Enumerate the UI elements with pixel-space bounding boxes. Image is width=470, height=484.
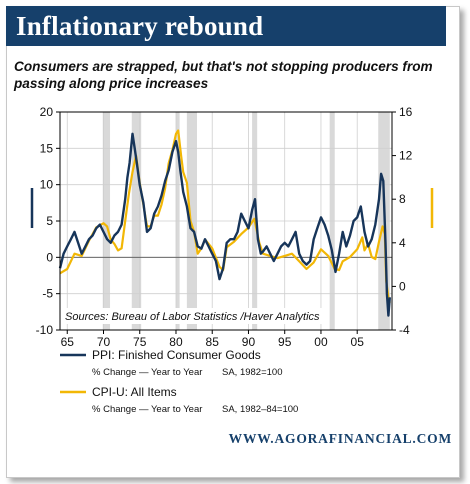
right-y-tick-label: -4 [399,323,410,337]
right-y-tick-label: 8 [399,192,406,206]
axis-ticks [56,111,396,334]
x-tick-label: 80 [169,335,183,349]
legend: PPI: Finished Consumer Goods % Change — Y… [60,348,298,415]
left-y-tick-label: 15 [40,141,54,155]
legend-note-right: SA, 1982–84=100 [222,404,298,415]
x-tick-label: 95 [278,335,292,349]
left-y-tick-label: 0 [46,250,53,264]
left-y-tick-label: 10 [40,178,54,192]
right-y-tick-label: 12 [399,149,413,163]
left-y-tick-label: 5 [46,214,53,228]
footer-website: WWW.AGORAFINANCIAL.COM [228,431,452,446]
ppi-series-line [58,132,391,317]
annotation-background [62,308,324,324]
left-y-tick-label: -5 [42,287,53,301]
x-tick-label: 65 [61,335,75,349]
chart-subtitle: Consumers are strapped, but that's not s… [14,59,433,91]
chart-title: Inflationary rebound [16,11,264,41]
x-tick-label: 05 [351,335,365,349]
right-y-tick-label: 0 [399,279,406,293]
legend-label: PPI: Finished Consumer Goods [92,348,261,362]
title-bar: Inflationary rebound [6,6,446,46]
series-lines [58,129,391,317]
axis-color-markers [30,188,434,228]
legend-note-left: % Change — Year to Year [92,367,202,378]
left-y-tick-label: 20 [40,105,54,119]
sources-annotation: Sources: Bureau of Labor Statistics /Hav… [65,311,320,323]
left-y-tick-label: -10 [36,323,54,337]
right-y-tick-label: 16 [399,105,413,119]
x-tick-label: 90 [242,335,256,349]
x-tick-label: 75 [133,335,147,349]
legend-note-right: SA, 1982=100 [222,367,282,378]
right-y-tick-label: 4 [399,236,406,250]
x-tick-label: 85 [206,335,220,349]
x-tick-label: 00 [314,335,328,349]
x-tick-label: 70 [97,335,111,349]
legend-label: CPI-U: All Items [92,385,177,399]
legend-note-left: % Change — Year to Year [92,404,202,415]
